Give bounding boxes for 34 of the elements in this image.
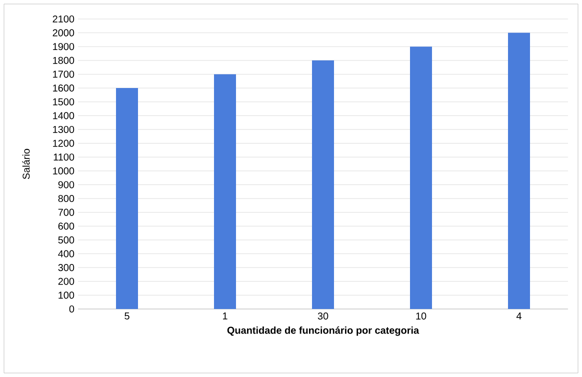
- y-tick-label: 1500: [53, 98, 74, 106]
- x-tick-label: 10: [416, 312, 426, 320]
- y-tick-label: 1900: [53, 43, 74, 50]
- y-axis-title: Salário: [22, 148, 30, 180]
- y-tick-label: 900: [58, 181, 74, 188]
- x-axis-title: Quantidade de funcionário por categoria: [227, 326, 420, 336]
- y-tick-label: 500: [58, 236, 74, 244]
- x-tick-label: 4: [516, 312, 522, 320]
- y-tick-label: 1800: [53, 56, 74, 64]
- x-tick-label: 1: [222, 312, 228, 320]
- y-tick-label: 300: [58, 264, 74, 272]
- y-tick-label: 1300: [53, 126, 74, 133]
- y-tick-label: 1600: [53, 84, 74, 92]
- y-tick-label: 0: [69, 305, 74, 313]
- y-tick-label: 1200: [53, 140, 74, 147]
- x-tick-label: 5: [124, 312, 130, 320]
- y-tick-label: 1700: [53, 70, 74, 78]
- x-tick-label: 30: [318, 312, 328, 320]
- y-tick-label: 800: [58, 195, 74, 202]
- y-tick-label: 400: [58, 250, 74, 258]
- bar: [312, 60, 334, 309]
- y-tick-label: 2100: [52, 15, 74, 23]
- y-tick-label: 2000: [52, 29, 74, 36]
- y-tick-label: 600: [58, 222, 74, 230]
- y-tick-label: 100: [58, 292, 74, 299]
- bar: [214, 74, 236, 309]
- y-tick-label: 1000: [53, 167, 74, 174]
- y-tick-label: 1400: [53, 112, 74, 120]
- bar: [410, 46, 432, 309]
- bar: [116, 88, 138, 309]
- y-tick-label: 1100: [54, 154, 74, 161]
- bar: [508, 32, 530, 309]
- y-tick-label: 700: [58, 208, 74, 216]
- y-tick-label: 200: [58, 278, 74, 285]
